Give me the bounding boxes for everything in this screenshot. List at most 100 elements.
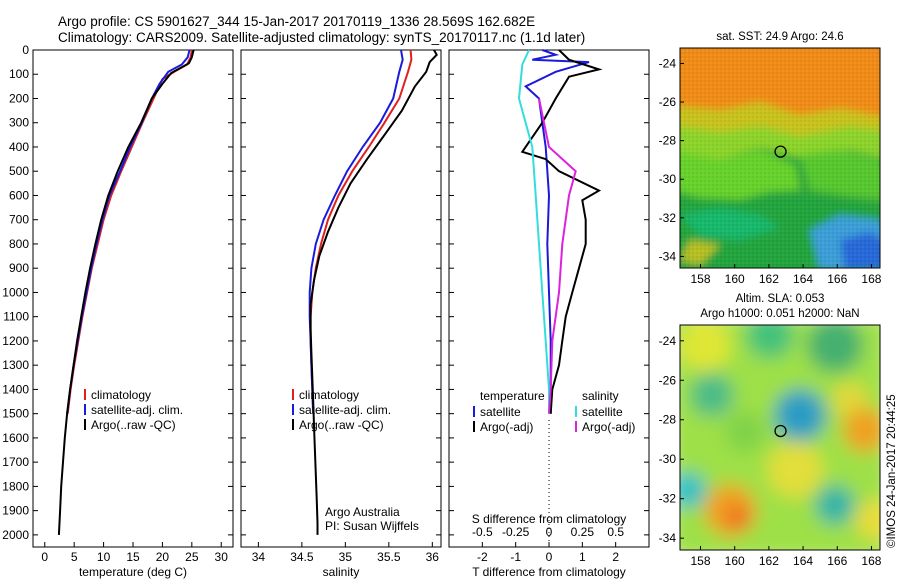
x-tick-label: 25 xyxy=(185,550,199,564)
map-y-tick-label: -32 xyxy=(659,492,677,506)
salinity-plot-frame xyxy=(240,49,442,548)
map-y-tick-label: -26 xyxy=(659,95,677,109)
x-tick-label: 30 xyxy=(215,550,229,564)
map-y-tick-label: -28 xyxy=(659,413,677,427)
series-line-argo xyxy=(57,49,195,535)
y-tick-label: 300 xyxy=(9,116,29,130)
imos-credit: ©IMOS 24-Jan-2017 20:44:25 xyxy=(886,394,898,548)
legend-label: climatology xyxy=(299,388,359,402)
legend-label: climatology xyxy=(91,388,151,402)
series-line-satellite xyxy=(523,49,590,414)
map-x-tick-label: 160 xyxy=(725,272,745,286)
map-x-tick-label: 162 xyxy=(759,272,779,286)
map-x-tick-label: 166 xyxy=(827,554,847,568)
y-tick-label: 1500 xyxy=(2,407,29,421)
x2-tick-label: 0.25 xyxy=(571,525,595,539)
map-x-tick-label: 166 xyxy=(827,272,847,286)
x-tick-label: 0 xyxy=(546,550,553,564)
y-tick-label: 400 xyxy=(9,140,29,154)
series-line-satellite xyxy=(66,49,191,414)
legend-label: satellite-adj. clim. xyxy=(299,403,391,417)
map-x-tick-label: 160 xyxy=(725,554,745,568)
map-y-tick-label: -28 xyxy=(659,134,677,148)
legend-label: satellite xyxy=(480,405,521,419)
y-tick-label: 600 xyxy=(9,188,29,202)
x2-tick-label: -0.25 xyxy=(502,525,530,539)
map-x-tick-label: 164 xyxy=(793,554,813,568)
sst-map-frame xyxy=(679,47,881,269)
annotation: Argo Australia xyxy=(325,505,400,519)
x-tick-label: 0 xyxy=(41,550,48,564)
x-tick-label: 15 xyxy=(126,550,140,564)
map-subtitle: Argo h1000: 0.051 h2000: NaN xyxy=(700,308,859,320)
y-tick-label: 800 xyxy=(9,237,29,251)
map-x-tick-label: 164 xyxy=(793,272,813,286)
x-tick-label: 20 xyxy=(156,550,170,564)
x2-tick-label: -0.5 xyxy=(472,525,493,539)
y-tick-label: 2000 xyxy=(2,528,29,542)
map-y-tick-label: -26 xyxy=(659,373,677,387)
map-y-tick-label: -34 xyxy=(659,531,677,545)
argo-position-marker xyxy=(774,145,787,158)
legend-label: Argo(-adj) xyxy=(582,420,635,434)
x-tick-label: -2 xyxy=(477,550,488,564)
map-x-tick-label: 158 xyxy=(690,272,710,286)
x-tick-label: 34 xyxy=(252,550,266,564)
x-tick-label: 10 xyxy=(97,550,111,564)
series-line-argo xyxy=(520,49,603,414)
x-tick-label: 35.5 xyxy=(377,550,401,564)
map-x-tick-label: 158 xyxy=(690,554,710,568)
series-line-climatology xyxy=(66,49,193,414)
legend-label: Argo(-adj) xyxy=(480,420,533,434)
map-y-tick-label: -24 xyxy=(659,334,677,348)
y-tick-label: 700 xyxy=(9,213,29,227)
x-axis-label: salinity xyxy=(323,565,360,579)
x-tick-label: -1 xyxy=(510,550,521,564)
x-tick-label: 35 xyxy=(339,550,353,564)
x-axis-label: T difference from climatology xyxy=(472,565,626,579)
x2-axis-label: S difference from climatology xyxy=(472,512,627,526)
y-tick-label: 100 xyxy=(9,67,29,81)
y-tick-label: 200 xyxy=(9,91,29,105)
y-tick-label: 1300 xyxy=(2,358,29,372)
sla-map xyxy=(680,325,880,550)
x2-tick-label: 0 xyxy=(546,525,553,539)
x-tick-label: 36 xyxy=(426,550,440,564)
map-y-tick-label: -24 xyxy=(659,56,677,70)
y-tick-label: 1600 xyxy=(2,431,29,445)
y-tick-label: 1200 xyxy=(2,334,29,348)
legend-label: Argo(..raw -QC) xyxy=(299,418,384,432)
legend-title-temperature: temperature xyxy=(480,389,545,403)
map-x-tick-label: 162 xyxy=(759,554,779,568)
map-y-tick-label: -30 xyxy=(659,172,677,186)
legend-label: satellite xyxy=(582,405,623,419)
series-line-sat_salinity xyxy=(517,49,550,414)
map-title: sat. SST: 24.9 Argo: 24.6 xyxy=(716,31,843,43)
series-line-climatology xyxy=(309,49,413,414)
legend-label: Argo(..raw -QC) xyxy=(91,418,176,432)
x-tick-label: 5 xyxy=(71,550,78,564)
y-tick-label: 1900 xyxy=(2,504,29,518)
map-y-tick-label: -32 xyxy=(659,211,677,225)
header-line-2: Climatology: CARS2009. Satellite-adjuste… xyxy=(58,30,586,45)
legend-label: satellite-adj. clim. xyxy=(91,403,183,417)
map-x-tick-label: 168 xyxy=(861,554,881,568)
x-tick-label: 34.5 xyxy=(290,550,314,564)
x-axis-label: temperature (deg C) xyxy=(79,565,187,579)
y-tick-label: 1800 xyxy=(2,479,29,493)
sst-map xyxy=(680,48,880,268)
x-tick-label: 2 xyxy=(612,550,619,564)
argo-position-marker xyxy=(774,424,787,438)
x2-tick-label: 0.5 xyxy=(607,525,624,539)
legend-title-salinity: salinity xyxy=(582,389,619,403)
y-tick-label: 0 xyxy=(22,43,29,57)
y-tick-label: 900 xyxy=(9,261,29,275)
y-tick-label: 1000 xyxy=(2,285,29,299)
series-line-argo_salinity xyxy=(538,98,577,414)
x-tick-label: 1 xyxy=(579,550,586,564)
map-title: Altim. SLA: 0.053 xyxy=(736,293,825,305)
annotation: PI: Susan Wijffels xyxy=(325,519,419,533)
y-tick-label: 1400 xyxy=(2,382,29,396)
sla-map-frame xyxy=(679,324,881,551)
